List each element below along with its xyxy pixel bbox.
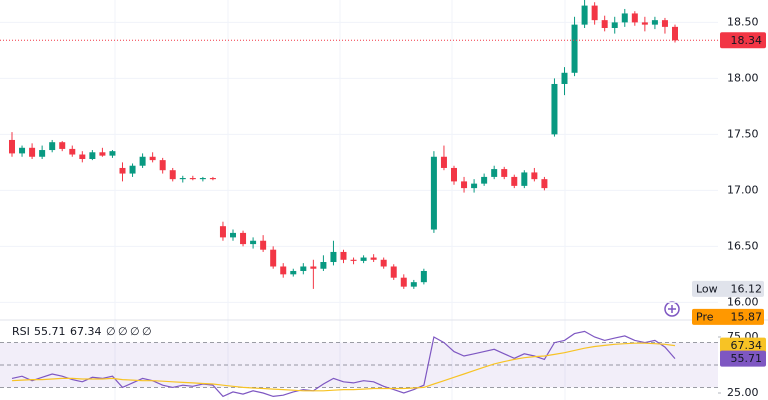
candle-body (370, 257, 377, 260)
indicator-value: 55.71 (34, 325, 66, 338)
candle-body (300, 266, 307, 271)
candle-body (159, 160, 166, 171)
rsi-line (11, 342, 676, 392)
candle-body (390, 266, 397, 278)
candle-body (451, 167, 457, 182)
candle-body (591, 5, 598, 21)
indicator-extra: ∅ (142, 325, 152, 338)
candle-body (531, 172, 538, 180)
candle-body (290, 270, 297, 275)
badge-value: 67.34 (731, 339, 763, 352)
indicator-title: RSI (12, 325, 30, 338)
candle-body (621, 13, 628, 23)
price-badge (720, 350, 766, 367)
candle-body (39, 150, 46, 157)
candle-body (240, 232, 247, 245)
candle-body (672, 26, 678, 41)
marker-badge (692, 280, 764, 297)
candle-body (310, 266, 317, 269)
candle-body (49, 142, 56, 151)
candle-body (491, 169, 498, 177)
candle-body (541, 179, 548, 189)
price-badge (720, 337, 766, 354)
candle-body (119, 167, 126, 174)
y-tick-label: 17.50 (727, 127, 759, 140)
candle-body (501, 169, 508, 177)
candle-body (601, 20, 608, 28)
marker-badge (692, 308, 764, 325)
candle-body (571, 24, 578, 73)
candle-body (521, 172, 528, 186)
candle-body (189, 178, 196, 180)
candle-body (89, 152, 96, 159)
marker-name: Low (696, 282, 718, 295)
indicator-extra: ∅ (130, 325, 140, 338)
candle-body (561, 72, 568, 84)
candle-body (280, 266, 287, 275)
candle-body (260, 240, 267, 250)
candle-body (169, 170, 176, 180)
candle-body (440, 156, 447, 168)
add-button[interactable] (664, 301, 680, 317)
rsi-line (11, 330, 676, 398)
candle-body (641, 22, 648, 25)
candle-body (461, 181, 468, 189)
candle-body (410, 282, 417, 287)
marker-value: 15.87 (731, 310, 763, 323)
candle-body (360, 257, 367, 261)
indicator-extra: ∅ (106, 325, 116, 338)
candle-body (430, 156, 437, 230)
candle-body (320, 262, 327, 269)
indicator-extra: ∅ (118, 325, 128, 338)
candle-body (230, 232, 236, 238)
y-tick-label: 18.00 (727, 71, 759, 84)
badge-value: 18.34 (731, 34, 763, 47)
candle-body (139, 156, 146, 166)
candle-body (340, 251, 347, 260)
candle-body (400, 277, 407, 287)
y-tick-label: 16.00 (727, 295, 759, 308)
candle-body (380, 259, 387, 267)
badge-value: 55.71 (731, 352, 763, 365)
candle-body (631, 13, 638, 23)
indicator-value: 67.34 (70, 325, 102, 338)
time-grid (114, 0, 566, 400)
candle-body (219, 226, 226, 238)
candle-body (350, 259, 357, 261)
candle-body (179, 178, 186, 180)
candle-body (149, 156, 156, 161)
candle-body (19, 147, 26, 154)
candle-body (109, 151, 116, 156)
candle-body (9, 139, 15, 154)
candle-body (511, 176, 518, 186)
marker-value: 16.12 (731, 282, 763, 295)
candle-body (651, 20, 658, 25)
candle-body (661, 20, 668, 27)
price-badge (720, 32, 766, 49)
candle-body (209, 178, 216, 180)
candle-body (420, 270, 427, 283)
candle-body (581, 5, 588, 25)
candle-body (611, 22, 618, 28)
candle-body (471, 183, 478, 189)
candle-body (270, 249, 277, 267)
candle-body (99, 152, 106, 156)
candle-body (250, 240, 257, 245)
candle-body (29, 147, 36, 157)
candle-body (199, 178, 206, 180)
candle-body (59, 142, 66, 149)
y-tick-label: 18.50 (727, 15, 759, 28)
y-tick-label: 25.00 (727, 386, 759, 399)
candle-body (551, 83, 558, 135)
candle-body (481, 176, 488, 184)
y-tick-label: 17.00 (727, 183, 759, 196)
candle-body (129, 165, 136, 174)
candle-body (330, 251, 337, 263)
candle-body (69, 148, 76, 155)
y-tick-label: 16.50 (727, 239, 759, 252)
marker-name: Pre (696, 310, 714, 323)
candle-body (79, 154, 86, 159)
